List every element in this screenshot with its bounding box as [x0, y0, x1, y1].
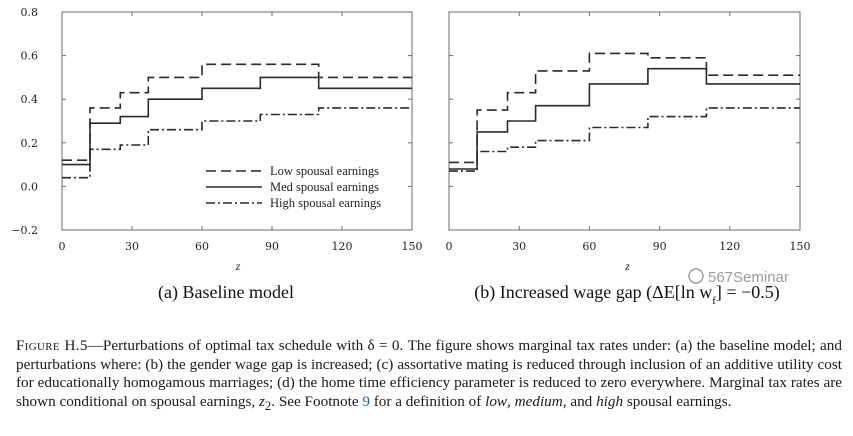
figure-caption: Figure H.5—Perturbations of optimal tax …: [16, 337, 842, 413]
legend-label-high: High spousal earnings: [270, 196, 381, 210]
x-tick-label: 120: [332, 240, 353, 253]
x-tick-label: 90: [265, 240, 279, 253]
series-line-low: [449, 52, 800, 164]
x-tick-label: 90: [653, 240, 667, 253]
y-tick-label: 0.6: [21, 50, 39, 63]
y-tick-label: 0.0: [21, 180, 39, 193]
x-tick-label: 150: [790, 240, 811, 253]
x-tick-label: 120: [719, 240, 740, 253]
footnote-link[interactable]: 9: [362, 392, 370, 410]
panel-title: (a) Baseline model: [158, 282, 294, 303]
x-tick-label: 30: [512, 240, 526, 253]
legend-label-low: Low spousal earnings: [270, 164, 379, 178]
series-line-med: [449, 67, 800, 170]
y-tick-label: 0.4: [21, 93, 39, 106]
chart-panel-a: −0.2 0.0 0.2 0.4 0.6 0.8 0 30 60 90 120 150 z (a) Bas…: [11, 6, 422, 303]
x-tick-label: 30: [125, 240, 139, 253]
chart-panel-b: 0 30 60 90 120 150 z (b) Increased wage gap (ΔE…: [446, 11, 811, 307]
x-axis-label: z: [235, 259, 241, 273]
watermark-text: 567Seminar: [708, 269, 789, 286]
x-axis-label: z: [624, 259, 630, 273]
series-line-low: [62, 63, 412, 161]
panel-title: (b) Increased wage gap (ΔE[ln wf] = −0.5…: [474, 282, 779, 307]
caption-label: Figure H.5: [16, 337, 88, 355]
series-line-high: [62, 107, 412, 179]
plot-frame: [61, 11, 413, 231]
figure-panels: −0.2 0.0 0.2 0.4 0.6 0.8 0 30 60 90 120 150 z (a) Bas…: [11, 6, 811, 307]
series-line-high: [449, 107, 800, 172]
plot-frame: [448, 11, 801, 231]
x-tick-label: 0: [59, 240, 66, 253]
watermark-icon: [688, 268, 704, 284]
x-tick-label: 60: [582, 240, 596, 253]
x-tick-label: 60: [195, 240, 209, 253]
legend-label-med: Med spousal earnings: [270, 180, 379, 194]
y-tick-label: 0.8: [21, 6, 39, 19]
x-tick-label: 0: [446, 240, 453, 253]
series-line-med: [62, 76, 412, 166]
y-tick-label: −0.2: [11, 224, 38, 237]
legend: Low spousal earnings Med spousal earnings…: [206, 164, 381, 210]
y-tick-label: 0.2: [21, 137, 39, 150]
watermark: 567Seminar: [688, 268, 789, 286]
x-tick-label: 150: [402, 240, 423, 253]
